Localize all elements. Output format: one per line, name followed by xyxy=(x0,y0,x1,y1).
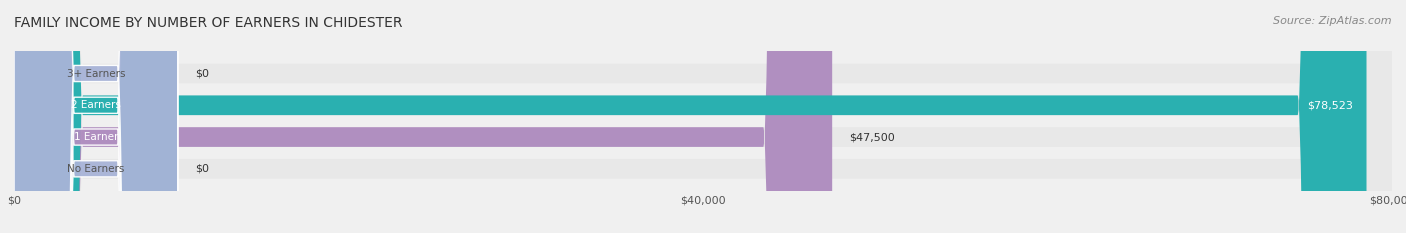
FancyBboxPatch shape xyxy=(14,0,1392,233)
Text: No Earners: No Earners xyxy=(67,164,125,174)
Text: FAMILY INCOME BY NUMBER OF EARNERS IN CHIDESTER: FAMILY INCOME BY NUMBER OF EARNERS IN CH… xyxy=(14,16,402,30)
Text: $78,523: $78,523 xyxy=(1306,100,1353,110)
Text: 2 Earners: 2 Earners xyxy=(70,100,121,110)
FancyBboxPatch shape xyxy=(14,0,177,233)
FancyBboxPatch shape xyxy=(14,0,1392,233)
FancyBboxPatch shape xyxy=(14,0,177,233)
Text: 1 Earner: 1 Earner xyxy=(73,132,118,142)
FancyBboxPatch shape xyxy=(14,0,1392,233)
FancyBboxPatch shape xyxy=(14,0,1392,233)
FancyBboxPatch shape xyxy=(14,0,1367,233)
Text: $47,500: $47,500 xyxy=(849,132,896,142)
Text: $0: $0 xyxy=(195,69,209,79)
Text: 3+ Earners: 3+ Earners xyxy=(66,69,125,79)
Text: $0: $0 xyxy=(195,164,209,174)
FancyBboxPatch shape xyxy=(14,0,177,233)
FancyBboxPatch shape xyxy=(14,0,832,233)
Text: Source: ZipAtlas.com: Source: ZipAtlas.com xyxy=(1274,16,1392,26)
FancyBboxPatch shape xyxy=(14,0,177,233)
